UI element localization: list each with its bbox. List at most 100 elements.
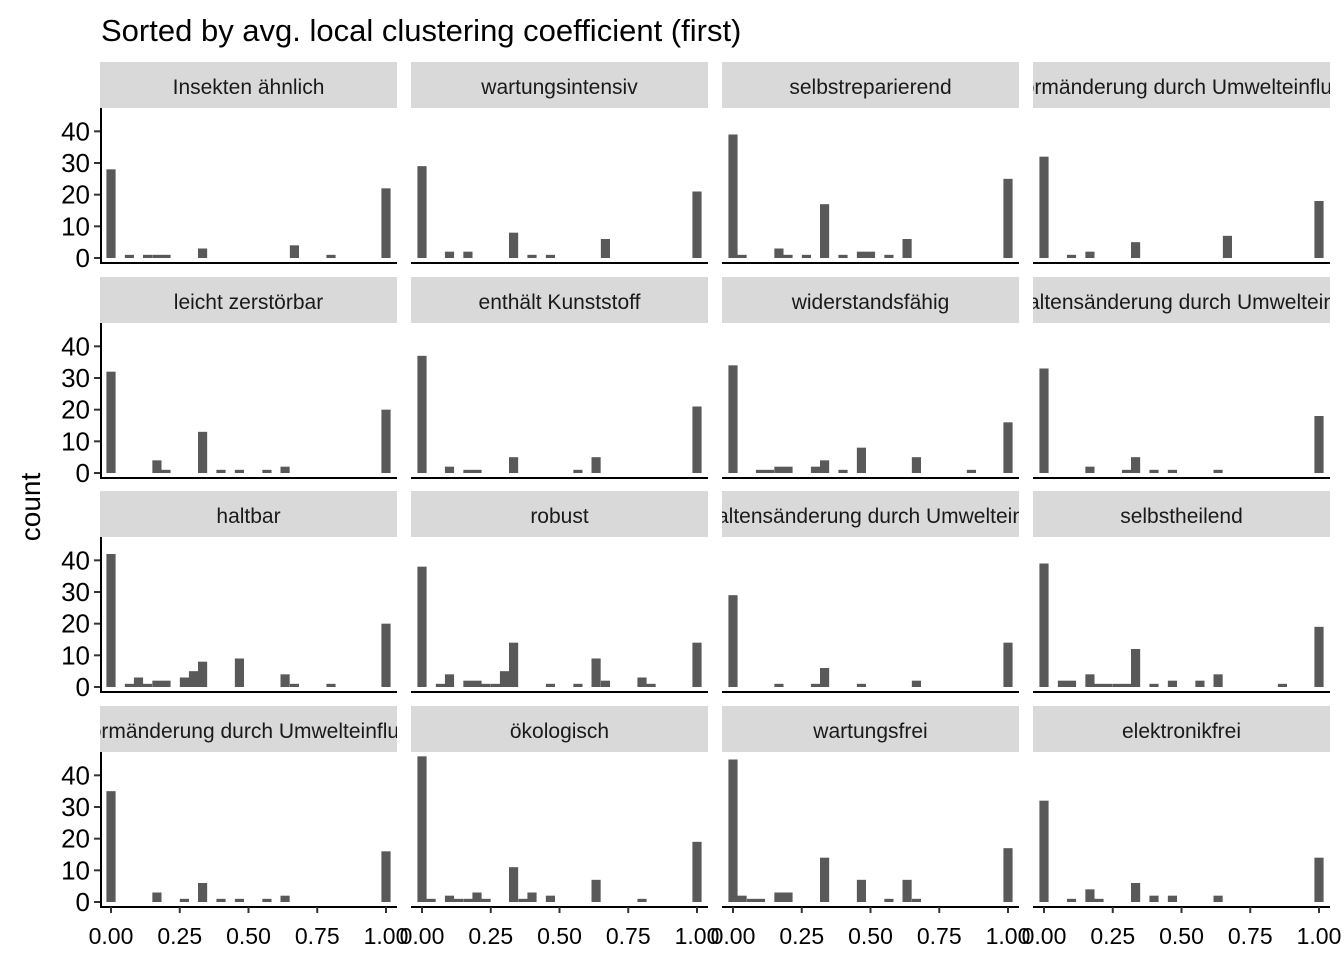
facet-strip	[100, 277, 397, 323]
histogram-bar	[1039, 563, 1049, 687]
y-tick-label: 0	[76, 243, 90, 273]
histogram-bar	[1213, 469, 1223, 473]
histogram-bar	[435, 683, 446, 687]
histogram-bar	[801, 254, 812, 258]
histogram-bar	[326, 254, 336, 258]
histogram-bar	[884, 254, 894, 258]
histogram-bar	[600, 680, 611, 687]
histogram-bar	[1121, 683, 1132, 687]
facet-strip-label: robust	[530, 505, 589, 528]
histogram-bar	[911, 457, 922, 473]
histogram-bar	[198, 883, 208, 902]
histogram-bar	[820, 857, 830, 902]
x-tick-label: 1.00	[675, 923, 720, 949]
facet-strip	[722, 706, 1019, 752]
histogram-bar	[161, 254, 171, 258]
x-tick-label: 0.75	[917, 923, 962, 949]
histogram-bar	[1057, 680, 1068, 687]
histogram-bar	[692, 841, 702, 902]
histogram-bar	[463, 680, 473, 687]
histogram-bar	[1112, 683, 1123, 687]
facet-strip-label: elektronikfrei	[1122, 720, 1241, 743]
facet-strip	[722, 277, 1019, 323]
histogram-bar	[381, 188, 391, 258]
y-tick-label: 0	[76, 672, 90, 702]
histogram-bar	[783, 466, 793, 473]
histogram-bar	[1131, 457, 1141, 473]
histogram-bar	[1066, 680, 1077, 687]
histogram-bar	[810, 466, 821, 473]
histogram-bar	[527, 254, 537, 258]
x-tick-label: 0.75	[1228, 923, 1273, 949]
x-tick-label: 0.25	[1090, 923, 1135, 949]
facet-strip	[100, 491, 397, 537]
y-tick-label: 30	[61, 148, 90, 178]
histogram-bar	[1003, 848, 1013, 902]
y-tick-label: 0	[76, 458, 90, 488]
histogram-bar	[289, 245, 300, 258]
histogram-bar	[856, 447, 867, 473]
histogram-bar	[381, 851, 391, 902]
histogram-bar	[1131, 242, 1141, 258]
histogram-bar	[573, 469, 583, 473]
histogram-bar	[591, 457, 601, 473]
y-tick-label: 20	[61, 180, 90, 210]
histogram-bar	[728, 595, 738, 687]
facet-strip-label: Verhaltensänderung durch Umwelteinfluss	[674, 505, 1067, 528]
facet-panel: wartungsfrei 0.00 0.25 0.50 0.75 1.00	[711, 706, 1030, 949]
histogram-bar	[783, 254, 793, 258]
facet-panel: widerstandsfähig	[722, 277, 1019, 479]
histogram-bar	[591, 879, 601, 902]
histogram-bar	[737, 254, 747, 258]
histogram-bar	[1066, 254, 1077, 258]
histogram-bar	[646, 683, 656, 687]
histogram-bar	[198, 248, 208, 258]
histogram-bar	[1277, 683, 1288, 687]
x-tick-label: 0.25	[468, 923, 513, 949]
histogram-bar	[106, 791, 116, 902]
histogram-bar	[152, 892, 162, 902]
histogram-bar	[454, 898, 464, 902]
histogram-bar	[838, 254, 848, 258]
facet-panel: selbstreparierend	[722, 62, 1019, 264]
histogram-bar	[1167, 680, 1178, 687]
histogram-bar	[1085, 674, 1095, 687]
histogram-bar	[591, 658, 601, 687]
y-tick-label: 10	[61, 211, 90, 241]
histogram-bar	[1003, 422, 1013, 473]
histogram-bar	[728, 365, 738, 473]
histogram-bar	[417, 566, 427, 687]
histogram-bar	[124, 683, 135, 687]
facet-panel: elektronikfrei 0.00 0.25 0.50 0.75 1.00	[1022, 706, 1341, 949]
facet-panel: ökologisch 0.00 0.25 0.50 0.75 1.00	[400, 706, 720, 949]
histogram-bar	[143, 683, 153, 687]
y-tick-label: 10	[61, 426, 90, 456]
y-tick-label: 30	[61, 363, 90, 393]
histogram-bar	[820, 460, 830, 473]
histogram-bar	[509, 457, 519, 473]
chart-title: Sorted by avg. local clustering coeffici…	[101, 13, 741, 48]
facet-panel: Verhaltensänderung durch Umwelteinfluss	[674, 491, 1067, 693]
histogram-bar	[1094, 898, 1104, 902]
histogram-bar	[737, 895, 747, 902]
y-axis-label: count	[15, 473, 46, 542]
facet-strip-label: Verhaltensänderung durch Umwelteinfluss	[985, 291, 1344, 314]
histogram-bar	[755, 898, 766, 902]
histogram-bar	[463, 251, 473, 258]
x-tick-label: 0.50	[537, 923, 582, 949]
histogram-bar	[1314, 416, 1324, 473]
histogram-bar	[600, 239, 611, 258]
histogram-bar	[216, 469, 226, 473]
histogram-bar	[865, 251, 876, 258]
histogram-bar	[463, 469, 473, 473]
histogram-bar	[106, 554, 116, 687]
facet-strip-label: Insekten ähnlich	[173, 76, 325, 99]
histogram-bar	[509, 642, 519, 687]
histogram-bar	[188, 671, 199, 687]
facet-strip-label: selbstheilend	[1120, 505, 1243, 528]
facet-strip-label: ökologisch	[510, 720, 609, 743]
histogram-bar	[1121, 469, 1132, 473]
histogram-bar	[1167, 469, 1178, 473]
